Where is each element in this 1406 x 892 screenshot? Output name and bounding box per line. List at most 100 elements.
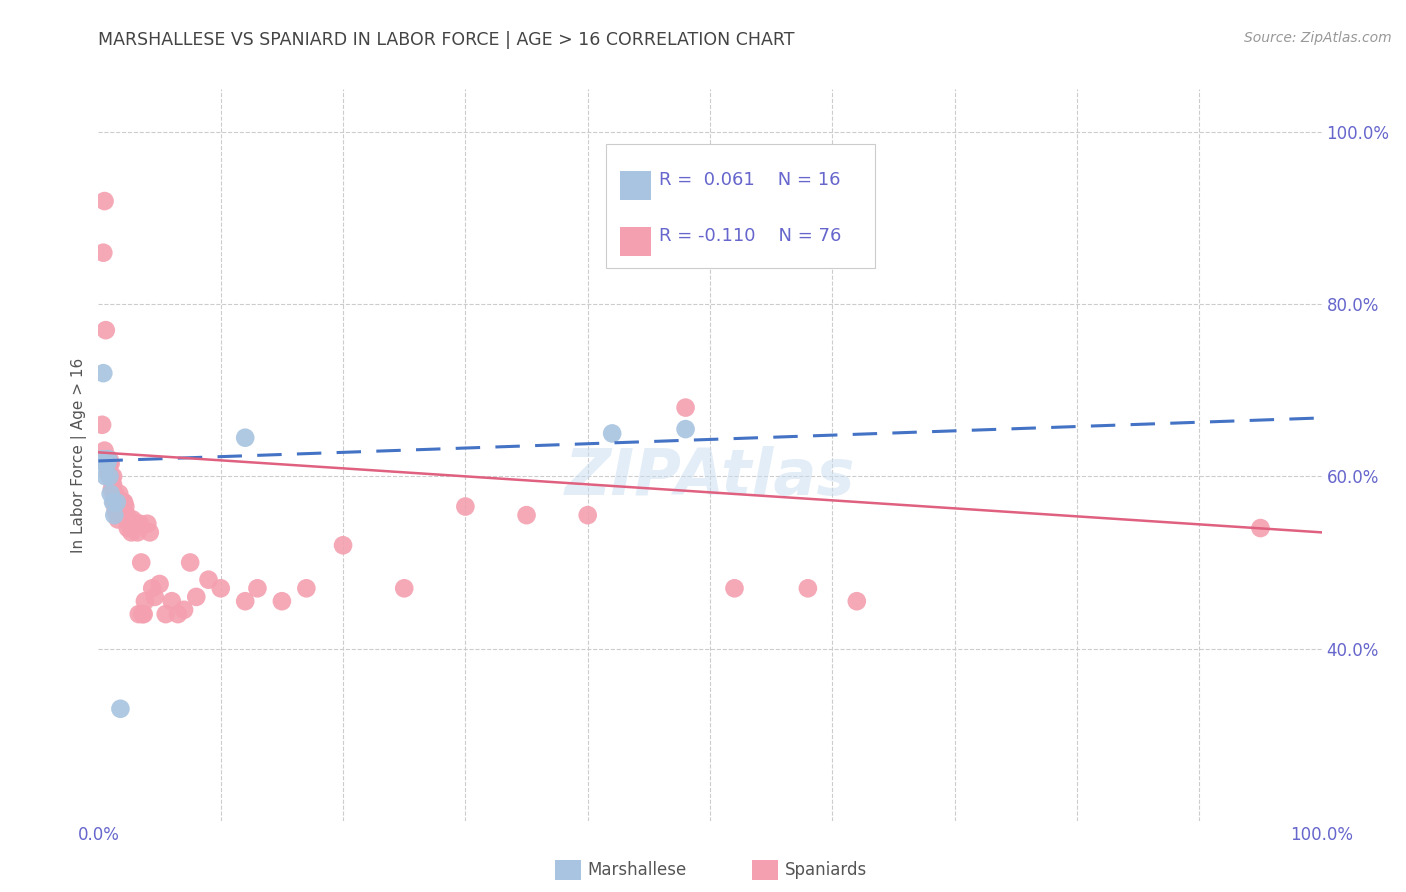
Point [105, 491, 128, 505]
Point [104, 504, 127, 518]
Point [110, 702, 132, 716]
Point [143, 590, 166, 604]
Point [121, 512, 143, 526]
Text: ZIPAtlas: ZIPAtlas [565, 446, 855, 508]
Point [93, 443, 115, 458]
Point [107, 512, 129, 526]
Point [160, 594, 183, 608]
Point [246, 582, 269, 596]
Point [186, 590, 208, 604]
Point [93, 457, 115, 471]
Point [124, 516, 146, 531]
Point [332, 538, 354, 552]
Point [117, 521, 139, 535]
Point [128, 607, 150, 621]
Point [111, 508, 134, 523]
Point [454, 500, 477, 514]
Point [845, 594, 868, 608]
Point [105, 500, 128, 514]
Point [136, 516, 159, 531]
Point [167, 607, 190, 621]
Point [110, 495, 132, 509]
Point [270, 594, 294, 608]
Point [723, 582, 745, 596]
Point [675, 422, 697, 436]
Text: R = -0.110    N = 76: R = -0.110 N = 76 [659, 227, 842, 245]
Point [132, 607, 155, 621]
Point [120, 525, 142, 540]
Point [91, 245, 114, 260]
Point [797, 582, 820, 596]
Point [115, 508, 138, 523]
Point [515, 508, 537, 523]
Point [94, 452, 117, 467]
Point [197, 573, 219, 587]
Point [101, 469, 124, 483]
Point [103, 495, 125, 509]
Point [392, 582, 416, 596]
Point [93, 194, 115, 208]
Point [149, 577, 172, 591]
Point [94, 469, 117, 483]
Point [100, 469, 122, 483]
Point [131, 607, 153, 621]
Point [1249, 521, 1271, 535]
Point [101, 474, 124, 488]
Point [101, 478, 124, 492]
Point [179, 556, 201, 570]
Point [122, 521, 145, 535]
Point [139, 525, 162, 540]
Point [98, 457, 121, 471]
Text: R =  0.061    N = 16: R = 0.061 N = 16 [659, 171, 841, 189]
Point [96, 452, 118, 467]
Point [98, 469, 121, 483]
Point [127, 525, 149, 540]
Point [233, 594, 256, 608]
Point [103, 486, 125, 500]
Point [600, 426, 623, 441]
Point [96, 457, 118, 471]
Point [110, 500, 132, 514]
Point [97, 465, 120, 479]
Point [675, 401, 697, 415]
Point [103, 508, 125, 523]
Point [94, 323, 117, 337]
Point [101, 495, 124, 509]
Point [107, 500, 129, 514]
Text: Spaniards: Spaniards [785, 861, 866, 879]
Point [111, 495, 134, 509]
Point [91, 417, 114, 432]
Point [103, 486, 125, 500]
Point [100, 486, 122, 500]
Point [295, 582, 318, 596]
Y-axis label: In Labor Force | Age > 16: In Labor Force | Age > 16 [70, 358, 87, 552]
Point [112, 495, 135, 509]
Point [233, 431, 256, 445]
Point [125, 516, 148, 531]
Point [101, 483, 124, 497]
Point [105, 495, 128, 509]
Point [114, 500, 136, 514]
Point [108, 486, 131, 500]
Point [91, 366, 114, 380]
Text: Source: ZipAtlas.com: Source: ZipAtlas.com [1244, 31, 1392, 45]
Point [134, 594, 156, 608]
Point [129, 556, 152, 570]
Text: Marshallese: Marshallese [588, 861, 688, 879]
Point [91, 452, 114, 467]
Point [96, 457, 118, 471]
Point [141, 582, 163, 596]
Point [98, 452, 121, 467]
Point [576, 508, 599, 523]
Point [94, 457, 117, 471]
Point [129, 516, 152, 531]
Point [173, 603, 195, 617]
Point [100, 457, 122, 471]
Point [120, 516, 142, 531]
Point [97, 452, 120, 467]
Text: MARSHALLESE VS SPANIARD IN LABOR FORCE | AGE > 16 CORRELATION CHART: MARSHALLESE VS SPANIARD IN LABOR FORCE |… [98, 31, 794, 49]
Point [155, 607, 177, 621]
Point [209, 582, 232, 596]
Point [97, 457, 120, 471]
Point [118, 516, 141, 531]
